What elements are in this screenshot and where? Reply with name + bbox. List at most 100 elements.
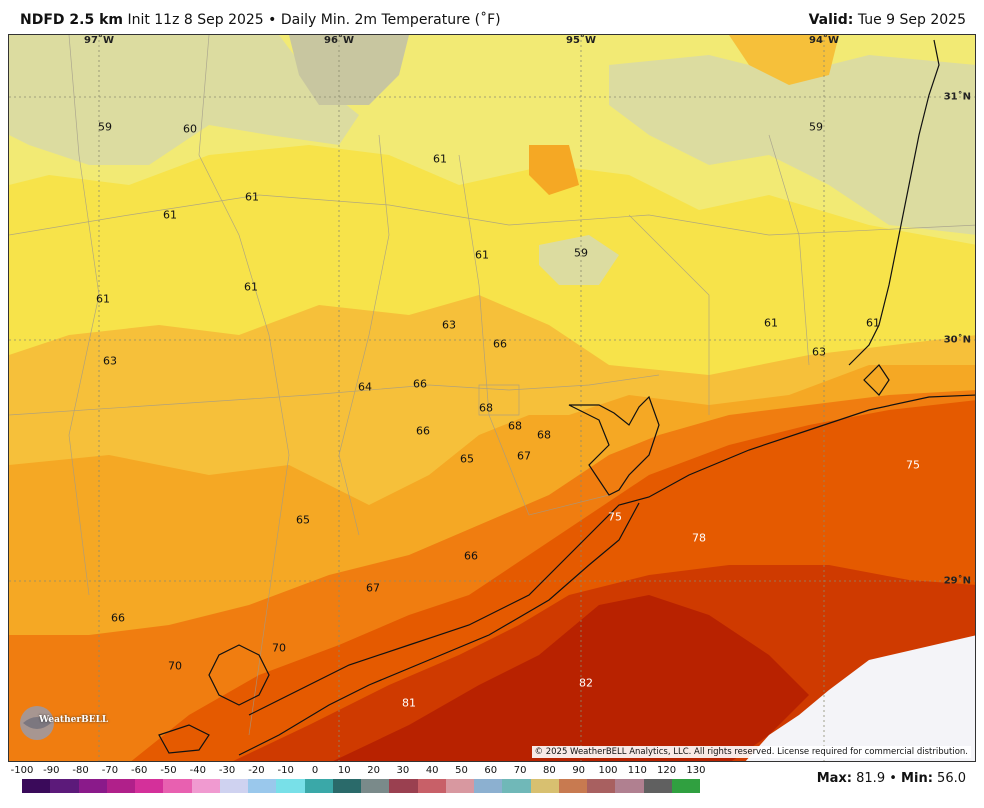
colorbar-label: -70 xyxy=(101,765,119,776)
max-label: Max xyxy=(816,771,847,786)
latitude-tick: 29˚N xyxy=(943,575,971,587)
title-separator: • xyxy=(268,12,277,28)
temperature-value: 59 xyxy=(98,120,112,134)
temperature-value: 66 xyxy=(416,424,430,438)
temperature-value: 65 xyxy=(460,452,474,466)
colorbar-label: -40 xyxy=(189,765,206,776)
temperature-value: 61 xyxy=(764,316,778,330)
longitude-tick: 97˚W xyxy=(84,35,114,46)
colorbar-segment xyxy=(643,779,672,793)
header: NDFD 2.5 km Init 11z 8 Sep 2025 • Daily … xyxy=(0,0,984,34)
temperature-value: 82 xyxy=(579,676,593,690)
colorbar-segment xyxy=(361,779,390,793)
temperature-value: 65 xyxy=(296,513,310,527)
colorbar-segment xyxy=(135,779,164,793)
fill-tan-nw xyxy=(9,35,359,165)
colorbar-label: 90 xyxy=(572,765,586,776)
colorbar-label: -30 xyxy=(218,765,236,776)
graticule xyxy=(9,35,975,761)
map-title: NDFD 2.5 km Init 11z 8 Sep 2025 • Daily … xyxy=(20,12,501,28)
temperature-value: 63 xyxy=(442,318,456,332)
colorbar-segment xyxy=(445,779,474,793)
colorbar-segment xyxy=(219,779,248,793)
temperature-value: 63 xyxy=(103,354,117,368)
colorbar-label: 70 xyxy=(513,765,527,776)
colorbar-label: 130 xyxy=(686,765,706,776)
valid-value: Tue 9 Sep 2025 xyxy=(857,12,966,28)
colorbar-label: -100 xyxy=(10,765,34,776)
temperature-value: 78 xyxy=(692,531,706,545)
weatherbell-logo: WeatherBELL xyxy=(15,703,108,745)
colorbar-label: 30 xyxy=(396,765,410,776)
colorbar-label: 50 xyxy=(455,765,468,776)
colorbar-segment xyxy=(50,779,79,793)
min-value: 56.0 xyxy=(937,771,966,786)
model-name: NDFD 2.5 km xyxy=(20,12,123,28)
temperature-value: 68 xyxy=(479,401,493,415)
fill-deep-red xyxy=(333,595,809,761)
fill-gray-n xyxy=(289,35,409,105)
colorbar-segment xyxy=(530,779,559,793)
colorbar-label: -90 xyxy=(43,765,60,776)
colorbar-label: 60 xyxy=(484,765,498,776)
colorbar-label: 80 xyxy=(543,765,556,776)
colorbar-label: 110 xyxy=(627,765,647,776)
temperature-value: 60 xyxy=(183,122,197,136)
min-label: Min xyxy=(901,771,928,786)
longitude-tick: 96˚W xyxy=(324,35,354,46)
colorbar-label: -80 xyxy=(72,765,89,776)
colorbar-label: -20 xyxy=(248,765,265,776)
temperature-value: 66 xyxy=(464,549,478,563)
colorbar-segment xyxy=(248,779,277,793)
colorbar-label: 10 xyxy=(337,765,351,776)
longitude-tick: 94˚W xyxy=(809,35,839,46)
variable-title: Daily Min. 2m Temperature (˚F) xyxy=(280,12,501,28)
latitude-tick: 30˚N xyxy=(943,334,971,346)
stats-separator: • xyxy=(889,771,897,786)
colorbar-segment xyxy=(163,779,192,793)
colorbar-segment xyxy=(502,779,531,793)
valid-label: Valid xyxy=(808,12,848,28)
temperature-value: 75 xyxy=(608,510,622,524)
temperature-value: 66 xyxy=(493,337,507,351)
colorbar-segment xyxy=(332,779,361,793)
colorbar-labels: -100 -90 -80 -70 -60 -50 -40 -30 -20 -10 0 10 20 30 40… xyxy=(0,765,984,777)
copyright-notice: © 2025 WeatherBELL Analytics, LLC. All r… xyxy=(531,746,971,758)
temperature-value: 70 xyxy=(168,659,182,673)
temperature-map[interactable]: WeatherBELL © 2025 WeatherBELL Analytics… xyxy=(8,34,976,762)
colorbar-label: 40 xyxy=(425,765,439,776)
map-fill xyxy=(9,35,975,761)
valid-time: Valid: Tue 9 Sep 2025 xyxy=(808,12,966,28)
colorbar-segment xyxy=(276,779,305,793)
logo-text: WeatherBELL xyxy=(39,715,109,725)
temperature-value: 75 xyxy=(906,458,920,472)
temperature-value: 61 xyxy=(475,248,489,262)
colorbar-segment xyxy=(558,779,587,793)
colorbar-segment xyxy=(22,779,51,793)
max-value: 81.9 xyxy=(856,771,886,786)
colorbar-label: -10 xyxy=(277,765,294,776)
longitude-tick: 95˚W xyxy=(566,35,596,46)
colorbar-segment xyxy=(389,779,418,793)
coastline xyxy=(158,39,975,756)
init-time: Init 11z 8 Sep 2025 xyxy=(127,12,264,28)
fill-tan-ne xyxy=(609,55,975,235)
temperature-value: 70 xyxy=(272,641,286,655)
fill-no-data xyxy=(745,635,975,761)
colorbar-segment xyxy=(671,779,700,793)
colorbar-segment xyxy=(78,779,107,793)
colorbar-segment xyxy=(106,779,135,793)
colorbar-segment xyxy=(587,779,616,793)
colorbar-label: 20 xyxy=(367,765,380,776)
colorbar-segment xyxy=(417,779,446,793)
colorbar xyxy=(22,779,700,793)
fill-gold-ne xyxy=(729,35,839,85)
temperature-value: 61 xyxy=(866,316,880,330)
colorbar-label: 120 xyxy=(657,765,677,776)
temperature-value: 61 xyxy=(244,280,258,294)
temperature-value: 66 xyxy=(413,377,427,391)
temperature-value: 61 xyxy=(245,190,259,204)
temperature-value: 61 xyxy=(96,292,110,306)
fill-tan-mid xyxy=(539,235,619,285)
colorbar-segment xyxy=(615,779,644,793)
